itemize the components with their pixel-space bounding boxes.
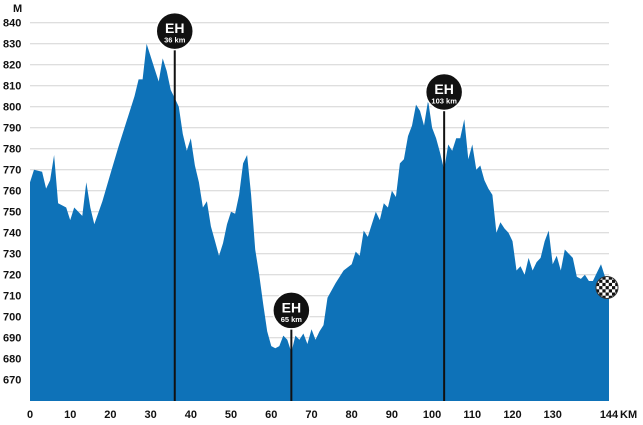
y-tick-label: 670 (3, 375, 21, 387)
x-unit-label: KM (620, 409, 637, 421)
y-tick-label: 680 (3, 354, 21, 366)
y-tick-label: 710 (3, 291, 21, 303)
marker-code: EH (282, 299, 301, 315)
elevation-fill (30, 43, 609, 401)
y-tick-label: 690 (3, 333, 21, 345)
elevation-area (30, 43, 609, 401)
marker-code: EH (165, 20, 184, 36)
y-tick-label: 720 (3, 270, 21, 282)
x-axis: 0 10 20 30 40 50 60 70 80 90 100 110 120 130 144 (27, 409, 619, 421)
x-tick-label: 100 (423, 409, 441, 421)
x-tick-label: 70 (305, 409, 317, 421)
x-tick-label: 110 (463, 409, 481, 421)
marker-code: EH (434, 81, 453, 97)
x-tick-label: 130 (544, 409, 562, 421)
y-unit-label: M (13, 3, 22, 15)
y-axis: 670 680 690 700 710 720 730 740 750 760 770 780 790 8… (3, 18, 21, 387)
x-tick-label: 20 (104, 409, 116, 421)
y-tick-label: 840 (3, 18, 21, 30)
y-tick-label: 820 (3, 60, 21, 72)
y-tick-label: 730 (3, 249, 21, 261)
y-tick-label: 760 (3, 186, 21, 198)
x-tick-label: 90 (386, 409, 398, 421)
marker-km-label: 103 km (431, 97, 457, 106)
x-tick-label: 0 (27, 409, 33, 421)
x-tick-label: 144 (600, 409, 619, 421)
y-tick-label: 750 (3, 207, 21, 219)
marker-km-label: 36 km (164, 36, 186, 45)
y-tick-label: 770 (3, 165, 21, 177)
y-tick-label: 700 (3, 312, 21, 324)
y-tick-label: 780 (3, 144, 21, 156)
y-tick-label: 790 (3, 123, 21, 135)
x-tick-label: 30 (145, 409, 157, 421)
x-tick-label: 80 (346, 409, 358, 421)
feed-zone-icon (272, 291, 311, 330)
y-tick-label: 800 (3, 102, 21, 114)
feed-zone-icon (155, 11, 194, 51)
x-tick-label: 50 (225, 409, 237, 421)
y-tick-label: 740 (3, 228, 21, 240)
feed-zone-icon (424, 72, 464, 112)
x-tick-label: 120 (503, 409, 521, 421)
y-tick-label: 830 (3, 39, 21, 51)
x-tick-label: 60 (265, 409, 277, 421)
x-tick-label: 40 (185, 409, 197, 421)
x-tick-label: 10 (64, 409, 76, 421)
y-tick-label: 810 (3, 81, 21, 93)
marker-km-label: 65 km (281, 315, 303, 324)
